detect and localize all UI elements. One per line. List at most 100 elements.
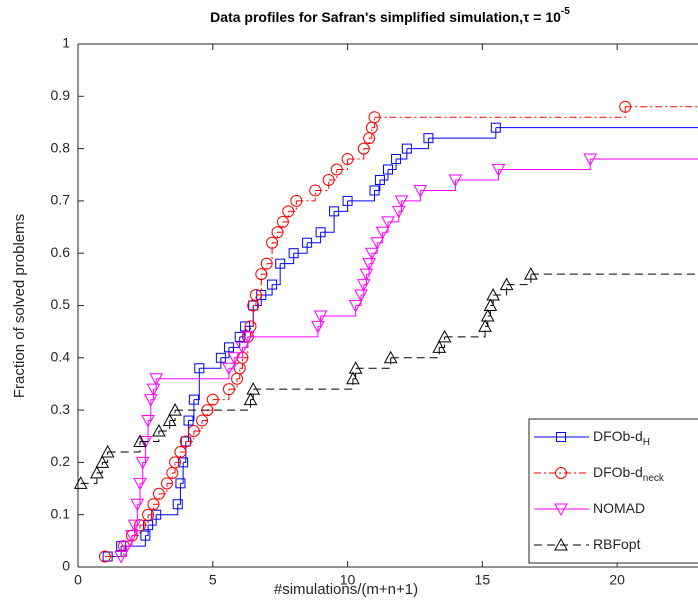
step-segment xyxy=(485,315,489,327)
step-segment xyxy=(355,357,392,369)
marker xyxy=(554,537,568,551)
marker xyxy=(346,371,360,385)
marker xyxy=(432,340,447,353)
legend-name: RBFopt xyxy=(593,536,641,552)
marker xyxy=(133,434,147,447)
marker xyxy=(223,342,234,353)
marker xyxy=(383,164,393,175)
marker xyxy=(169,456,182,469)
step-segment xyxy=(398,200,402,212)
step-segment xyxy=(493,284,508,296)
marker xyxy=(127,519,142,533)
legend-box xyxy=(528,418,698,564)
step-segment xyxy=(374,106,626,118)
step-segment xyxy=(315,179,330,191)
marker xyxy=(583,153,598,167)
step-segment xyxy=(366,263,370,275)
step-segment xyxy=(156,368,230,380)
step-segment xyxy=(250,305,254,327)
x-tick-label: 10 xyxy=(340,572,356,588)
step-segment xyxy=(401,190,421,202)
marker xyxy=(95,455,110,468)
step-segment xyxy=(158,483,168,495)
step-segment xyxy=(228,378,238,390)
step-segment xyxy=(388,159,397,171)
step-segment xyxy=(506,274,532,286)
marker xyxy=(147,498,160,511)
marker xyxy=(448,174,463,188)
legend-name: DFOb-d xyxy=(593,428,643,444)
step-segment xyxy=(153,378,157,390)
marker xyxy=(215,352,226,363)
marker xyxy=(275,258,286,269)
legend-subscript: H xyxy=(643,437,650,448)
marker xyxy=(119,540,134,554)
marker xyxy=(240,321,251,332)
step-segment xyxy=(234,347,243,359)
step-segment xyxy=(253,295,257,306)
marker xyxy=(499,277,514,291)
step-segment xyxy=(253,378,354,390)
marker xyxy=(267,279,278,290)
step-segment xyxy=(296,190,316,202)
step-segment xyxy=(490,295,494,306)
step-segment xyxy=(172,462,176,474)
marker xyxy=(282,205,295,218)
marker xyxy=(413,184,428,198)
step-segment xyxy=(148,514,157,526)
marker xyxy=(480,308,495,322)
series xyxy=(98,100,698,563)
marker xyxy=(348,361,363,374)
marker xyxy=(486,287,500,301)
marker xyxy=(302,237,313,248)
marker xyxy=(370,237,385,250)
step-segment xyxy=(369,127,373,139)
step-segment xyxy=(242,336,249,348)
step-segment xyxy=(396,148,408,160)
marker xyxy=(391,205,406,219)
step-segment xyxy=(177,483,181,505)
title-text: Data profiles for Safran's simplified si… xyxy=(210,9,523,25)
marker xyxy=(524,267,538,280)
marker xyxy=(260,257,273,270)
step-segment xyxy=(374,179,381,191)
step-segment xyxy=(317,315,322,327)
marker xyxy=(133,477,147,491)
marker xyxy=(555,467,567,479)
y-tick-label: 1 xyxy=(62,35,70,51)
marker xyxy=(227,352,242,365)
step-segment xyxy=(220,347,230,359)
step-segment xyxy=(361,284,365,296)
step-segment xyxy=(250,389,254,401)
step-segment xyxy=(185,431,195,442)
step-segment xyxy=(131,525,136,537)
marker xyxy=(160,477,173,490)
step-segment xyxy=(80,472,98,484)
marker xyxy=(179,435,192,448)
y-tick-label: 0.5 xyxy=(51,296,71,312)
marker xyxy=(162,413,177,427)
marker xyxy=(246,382,261,395)
y-tick-label: 0.9 xyxy=(51,87,71,103)
y-tick-label: 0.2 xyxy=(51,453,71,469)
step-segment xyxy=(180,462,184,484)
marker xyxy=(322,173,335,186)
step-segment xyxy=(444,326,486,338)
marker xyxy=(554,503,568,517)
marker xyxy=(348,300,363,313)
marker xyxy=(188,394,199,405)
marker xyxy=(183,415,194,426)
marker xyxy=(619,100,632,113)
marker xyxy=(342,195,353,206)
marker xyxy=(391,154,402,165)
step-segment xyxy=(369,253,373,265)
step-segment xyxy=(377,232,384,244)
y-tick-label: 0.6 xyxy=(51,244,71,260)
y-axis-label: Fraction of solved problems xyxy=(11,214,28,398)
step-segment xyxy=(175,399,252,411)
marker xyxy=(401,143,412,154)
series xyxy=(73,267,698,489)
marker xyxy=(491,164,506,177)
step-segment xyxy=(169,410,176,422)
marker xyxy=(222,383,235,396)
